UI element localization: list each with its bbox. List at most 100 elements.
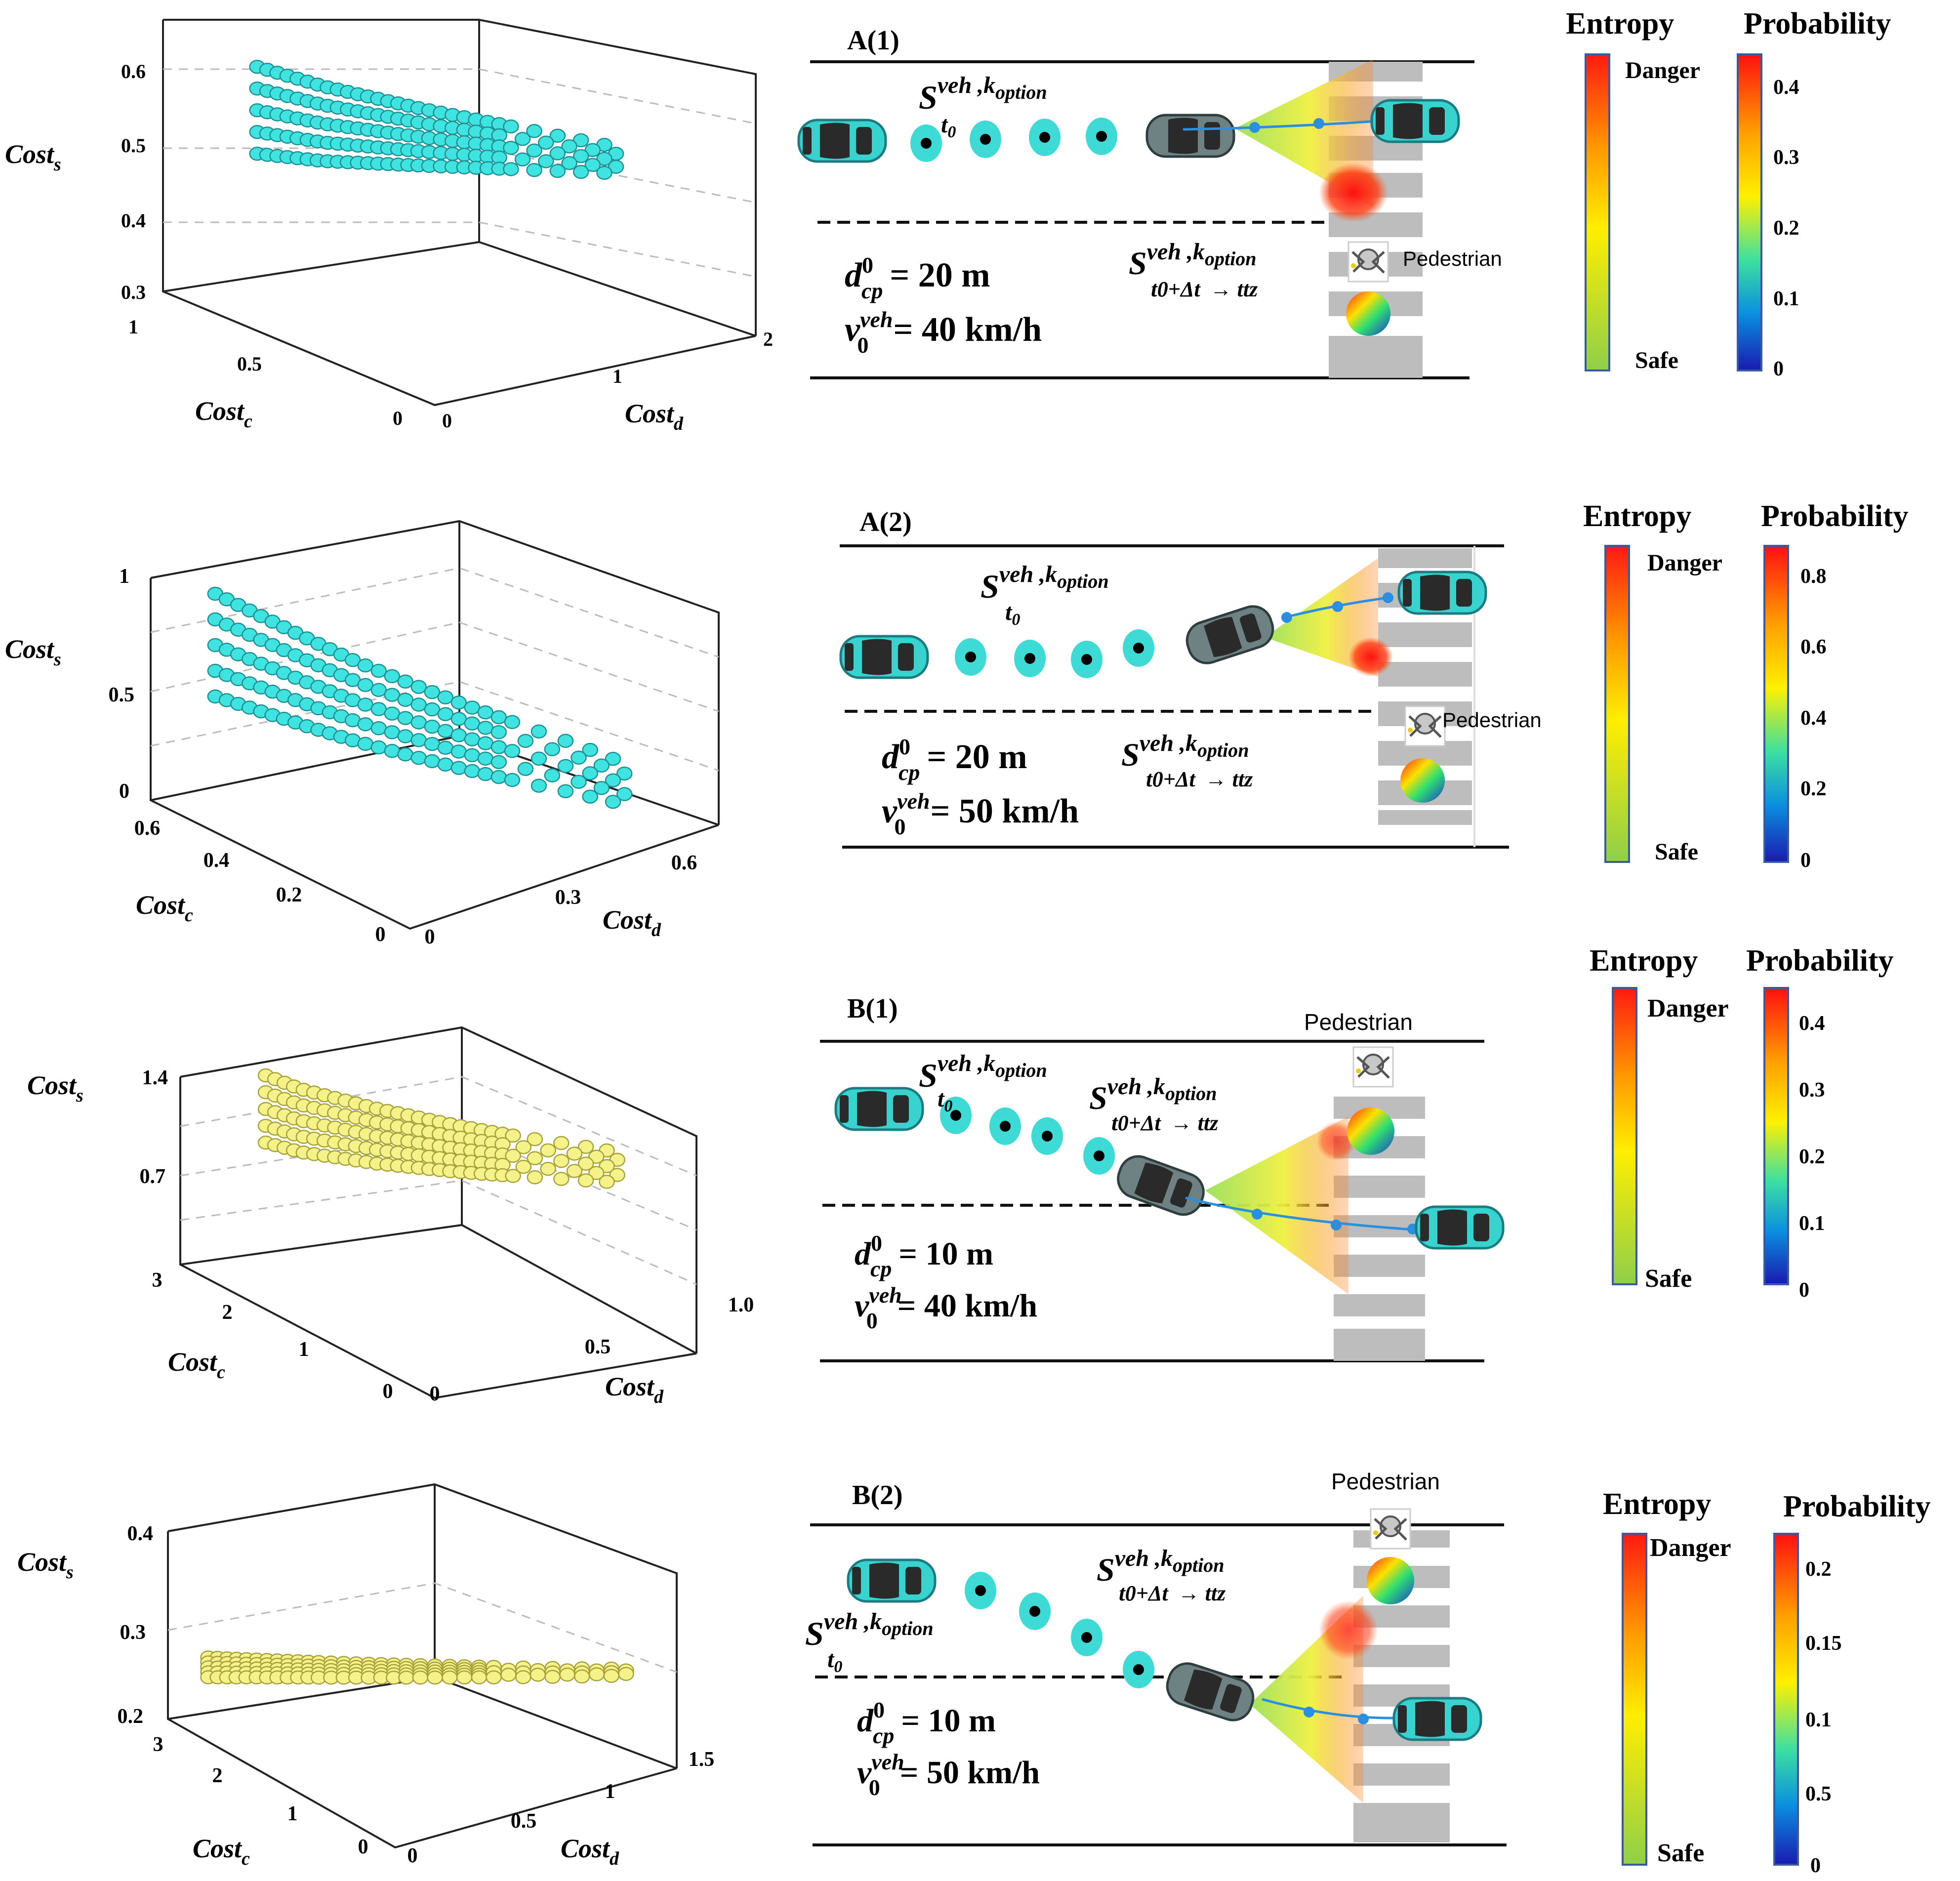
scatter-point [357, 658, 373, 673]
scatter-point [566, 1164, 583, 1178]
entropy-colorbar [1604, 545, 1630, 863]
scatter-point [424, 702, 441, 717]
scatter-point [490, 755, 507, 770]
plot3d-a2 [150, 520, 720, 930]
colorbars-b2: Entropy Probability Danger Safe 0.2 0.15… [1603, 1487, 1931, 1877]
scatter-point [464, 764, 481, 778]
scatter-point [527, 1170, 543, 1185]
scatter-point [450, 744, 467, 759]
pedestrian-icon [1348, 242, 1388, 282]
safe-label: Safe [1645, 1265, 1692, 1293]
scatter-point [544, 742, 561, 757]
scatter-point [464, 732, 481, 746]
scatter-point [572, 164, 589, 179]
scatter-point [553, 1172, 570, 1186]
scatter-point [605, 794, 621, 809]
symbol-s-tdt: Sveh ,koption t0+Δt → ttz [1129, 239, 1258, 301]
scatter-point [464, 716, 481, 731]
symbol-s-tdt: Sveh ,koption t0+Δt → ttz [1097, 1545, 1225, 1605]
scatter-point [588, 1166, 605, 1180]
scatter-point [357, 736, 373, 751]
scatter-point [500, 1668, 517, 1682]
prob-tick: 0.1 [1773, 287, 1799, 310]
symbol-s-t0: Sveh ,koption t0 [919, 72, 1047, 141]
prob-tick: 0.1 [1805, 1709, 1832, 1731]
scatter-point [471, 1670, 488, 1685]
d-tick: 1 [605, 1780, 615, 1803]
entropy-colorbar [1612, 987, 1637, 1285]
d-tick-labels-a1: 0 1 2 [442, 328, 773, 432]
scatter-point [410, 733, 427, 747]
symbol-s-t0: Sveh ,koption t0 [980, 561, 1109, 629]
scatter-point [424, 736, 441, 751]
scatter-point [427, 1670, 443, 1685]
prob-tick: 0.4 [1773, 76, 1799, 99]
scatter-point [370, 663, 387, 678]
scatter-point [557, 784, 574, 799]
z-tick-labels-a1: 0.6 0.5 0.4 0.3 [121, 60, 146, 303]
z-tick: 0.2 [118, 1705, 144, 1728]
scatter-point [424, 754, 441, 769]
prob-tick: 0.6 [1800, 636, 1827, 658]
d-tick: 0 [430, 1383, 440, 1405]
d-tick: 0.6 [671, 852, 697, 874]
prob-tick: 0.4 [1800, 707, 1827, 730]
z-tick: 0.5 [121, 134, 146, 157]
scatter-point [477, 751, 494, 766]
vehicle-start [799, 120, 886, 162]
prob-tick: 0 [1799, 1279, 1809, 1302]
scatter-point [593, 780, 610, 795]
d-tick: 1 [612, 365, 622, 387]
scatter-point [517, 734, 534, 748]
trajectory-marker [1029, 119, 1061, 156]
z-tick: 0.7 [140, 1165, 166, 1188]
vehicle-future [1372, 100, 1459, 142]
cost-s-label-a1: Costs [5, 139, 61, 175]
scatter-point [540, 1162, 556, 1176]
scatter-point [505, 1169, 521, 1183]
scatter-point [584, 143, 601, 157]
scatter-point [384, 669, 400, 684]
scatter-point [596, 152, 612, 166]
scatter-point [577, 1173, 594, 1187]
scatter-point [572, 149, 589, 164]
cost-c-label-a2: Costc [136, 890, 193, 926]
c-tick: 0.4 [204, 849, 230, 872]
scatter-point [384, 725, 400, 739]
scatter-point [397, 693, 413, 707]
scatter-point [490, 770, 507, 784]
trajectory-marker [970, 121, 1001, 158]
z-tick: 0.4 [121, 209, 146, 232]
scatter-point [616, 787, 633, 801]
scatter-point [549, 128, 566, 143]
scatter-point [397, 729, 413, 743]
prob-tick: 0.4 [1799, 1012, 1825, 1035]
prob-tick: 0 [1800, 849, 1811, 872]
v0-equation: vveh 0 = 50 km/h [857, 1749, 1040, 1800]
cost-c-label-b2: Costc [193, 1834, 250, 1869]
predicted-path [1183, 120, 1379, 131]
scatter-point [477, 721, 494, 735]
scatter-point [450, 761, 467, 775]
road-scene-a2: Pedestrian A(2) Sveh ,koption t0 Sveh ,ko… [840, 507, 1542, 849]
scatter-point [437, 757, 454, 772]
cost-d-label-b1: Costd [605, 1372, 664, 1407]
cost-s-label-b2: Costs [17, 1547, 74, 1583]
scatter-point [357, 697, 373, 712]
d-tick: 0.3 [555, 886, 581, 909]
scatter-point [526, 143, 542, 158]
z-tick: 0.3 [120, 1621, 146, 1644]
c-tick: 0.6 [134, 817, 161, 840]
d-tick: 1.5 [689, 1748, 715, 1771]
scatter-point [504, 773, 521, 787]
scatter-point [526, 163, 542, 177]
scatter-point [515, 1670, 531, 1684]
scatter-point [490, 725, 507, 739]
c-tick: 2 [222, 1301, 233, 1324]
scatter-point [549, 164, 566, 178]
road-scene-b2: Pedestrian B(2) Sveh ,koption t0 Sveh ,ko… [805, 1469, 1507, 1846]
scatter-point [504, 715, 521, 730]
safe-label: Safe [1635, 347, 1678, 373]
scatter-point [410, 680, 427, 694]
prob-tick: 0.8 [1800, 565, 1827, 588]
